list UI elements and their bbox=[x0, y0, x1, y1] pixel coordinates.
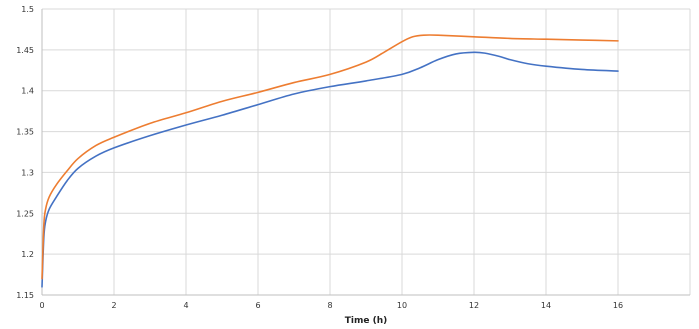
y-tick-label: 1.5 bbox=[21, 5, 34, 14]
y-tick-label: 1.25 bbox=[16, 209, 34, 218]
y-tick-label: 1.15 bbox=[16, 291, 34, 300]
y-tick-label: 1.2 bbox=[21, 250, 34, 259]
series-line-2 bbox=[41, 34, 619, 280]
y-tick-label: 1.35 bbox=[16, 128, 34, 137]
x-tick-label: 12 bbox=[469, 301, 479, 310]
x-tick-label: 4 bbox=[183, 301, 188, 310]
x-tick-label: 16 bbox=[613, 301, 623, 310]
x-axis-title: Time (h) bbox=[345, 316, 387, 326]
x-tick-label: 10 bbox=[397, 301, 407, 310]
x-tick-label: 2 bbox=[111, 301, 116, 310]
y-tick-label: 1.3 bbox=[21, 168, 34, 177]
x-tick-label: 0 bbox=[39, 301, 44, 310]
series-line-1 bbox=[41, 51, 619, 288]
y-tick-label: 1.4 bbox=[21, 87, 34, 96]
x-tick-label: 14 bbox=[541, 301, 551, 310]
y-tick-label: 1.45 bbox=[16, 46, 34, 55]
x-tick-label: 8 bbox=[327, 301, 332, 310]
x-tick-label: 6 bbox=[255, 301, 260, 310]
